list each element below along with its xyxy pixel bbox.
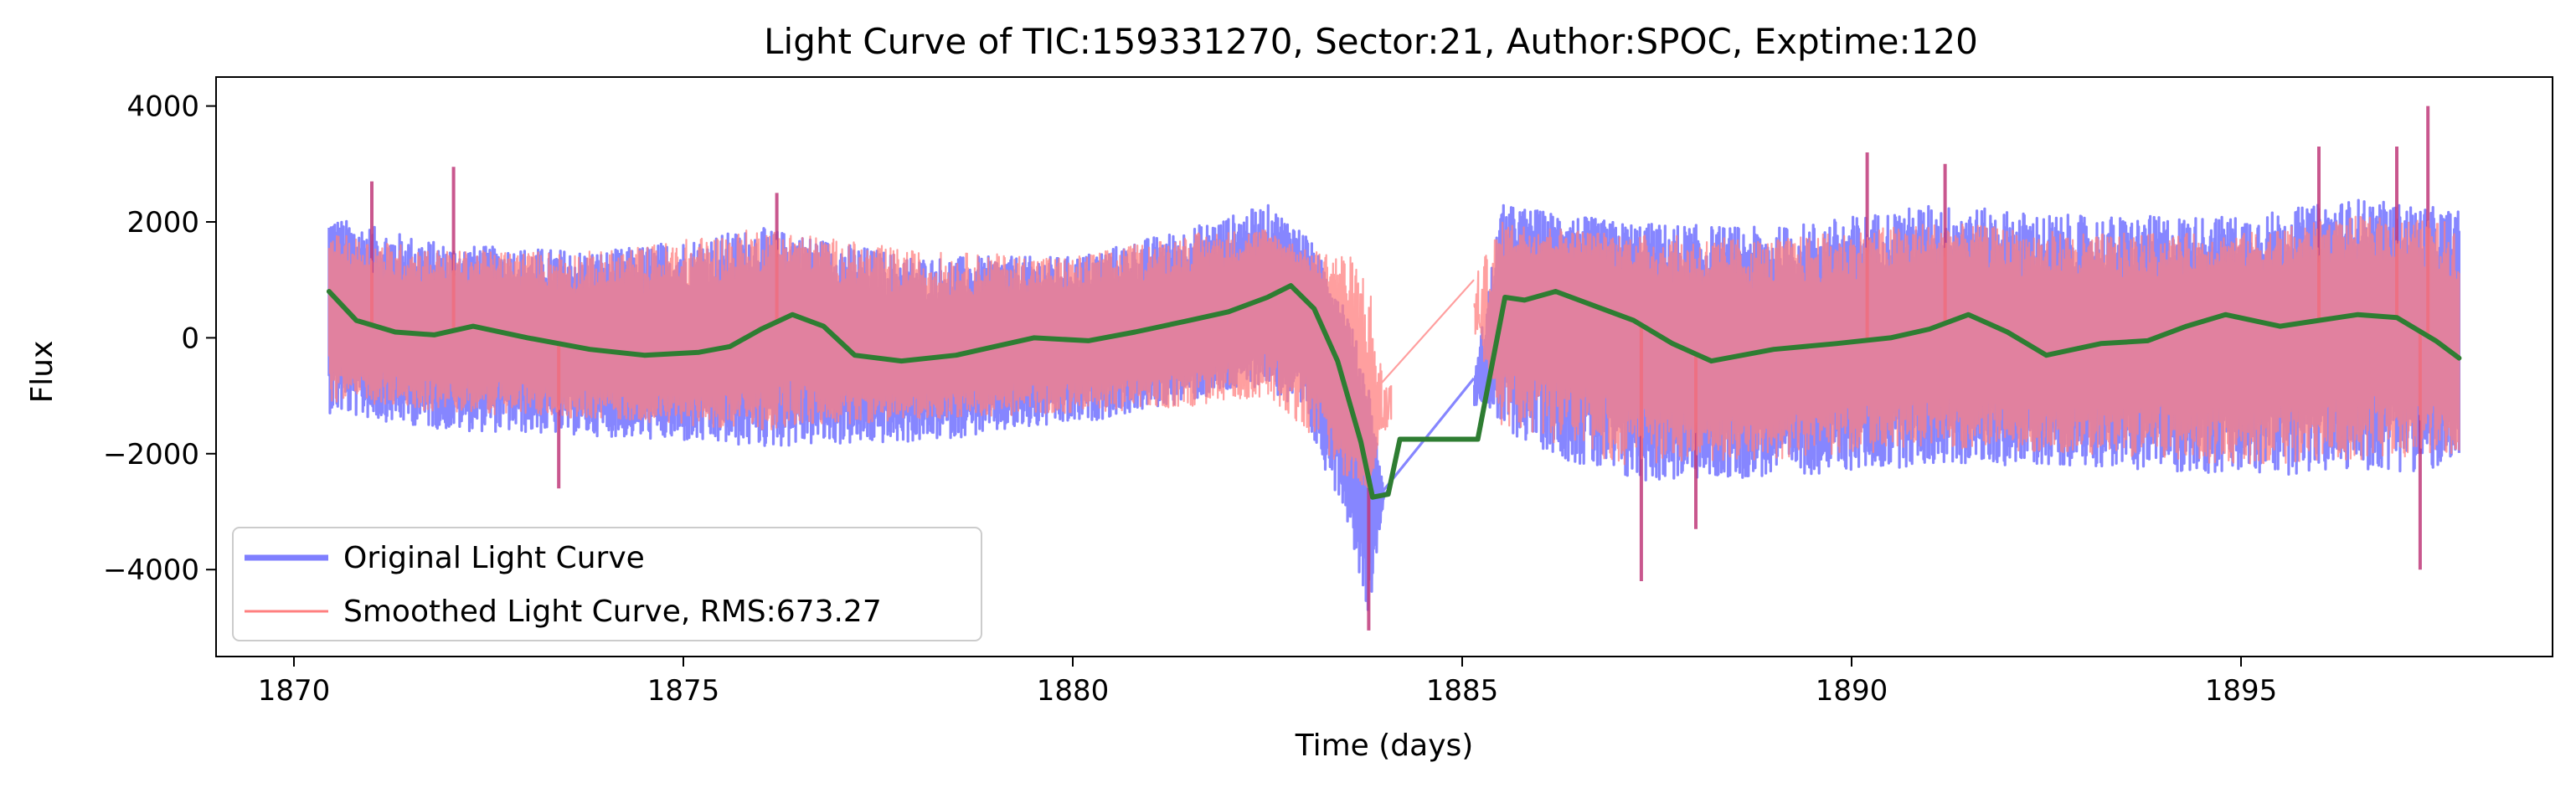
x-tick-label: 1895 [2205, 674, 2278, 708]
chart-title: Light Curve of TIC:159331270, Sector:21,… [764, 21, 1978, 62]
y-tick-label: 2000 [126, 206, 199, 239]
legend-label-smoothed: Smoothed Light Curve, RMS:673.27 [343, 595, 882, 629]
legend-frame [232, 527, 982, 641]
x-tick-label: 1880 [1037, 674, 1110, 708]
x-tick-label: 1870 [258, 674, 331, 708]
x-axis-ticks: 1870 1875 1880 1885 1890 1895 [258, 657, 2278, 708]
y-tick-label: 0 [181, 322, 199, 355]
x-tick-label: 1890 [1816, 674, 1888, 708]
y-axis-label: Flux [25, 341, 59, 404]
series-trend-line [326, 283, 2462, 500]
legend: Original Light Curve Smoothed Light Curv… [232, 527, 982, 641]
x-axis-label: Time (days) [1295, 729, 1474, 763]
series-smoothed-light-curve [327, 215, 2460, 489]
x-tick-label: 1885 [1426, 674, 1499, 708]
legend-label-original: Original Light Curve [343, 541, 645, 575]
y-tick-label: −2000 [103, 438, 199, 471]
axes-frame [215, 76, 2553, 657]
plot-area [326, 106, 2462, 631]
y-axis-ticks: −4000 −2000 0 2000 4000 [103, 90, 216, 587]
y-tick-label: 4000 [126, 90, 199, 124]
y-tick-label: −4000 [103, 554, 199, 587]
x-tick-label: 1875 [647, 674, 720, 708]
